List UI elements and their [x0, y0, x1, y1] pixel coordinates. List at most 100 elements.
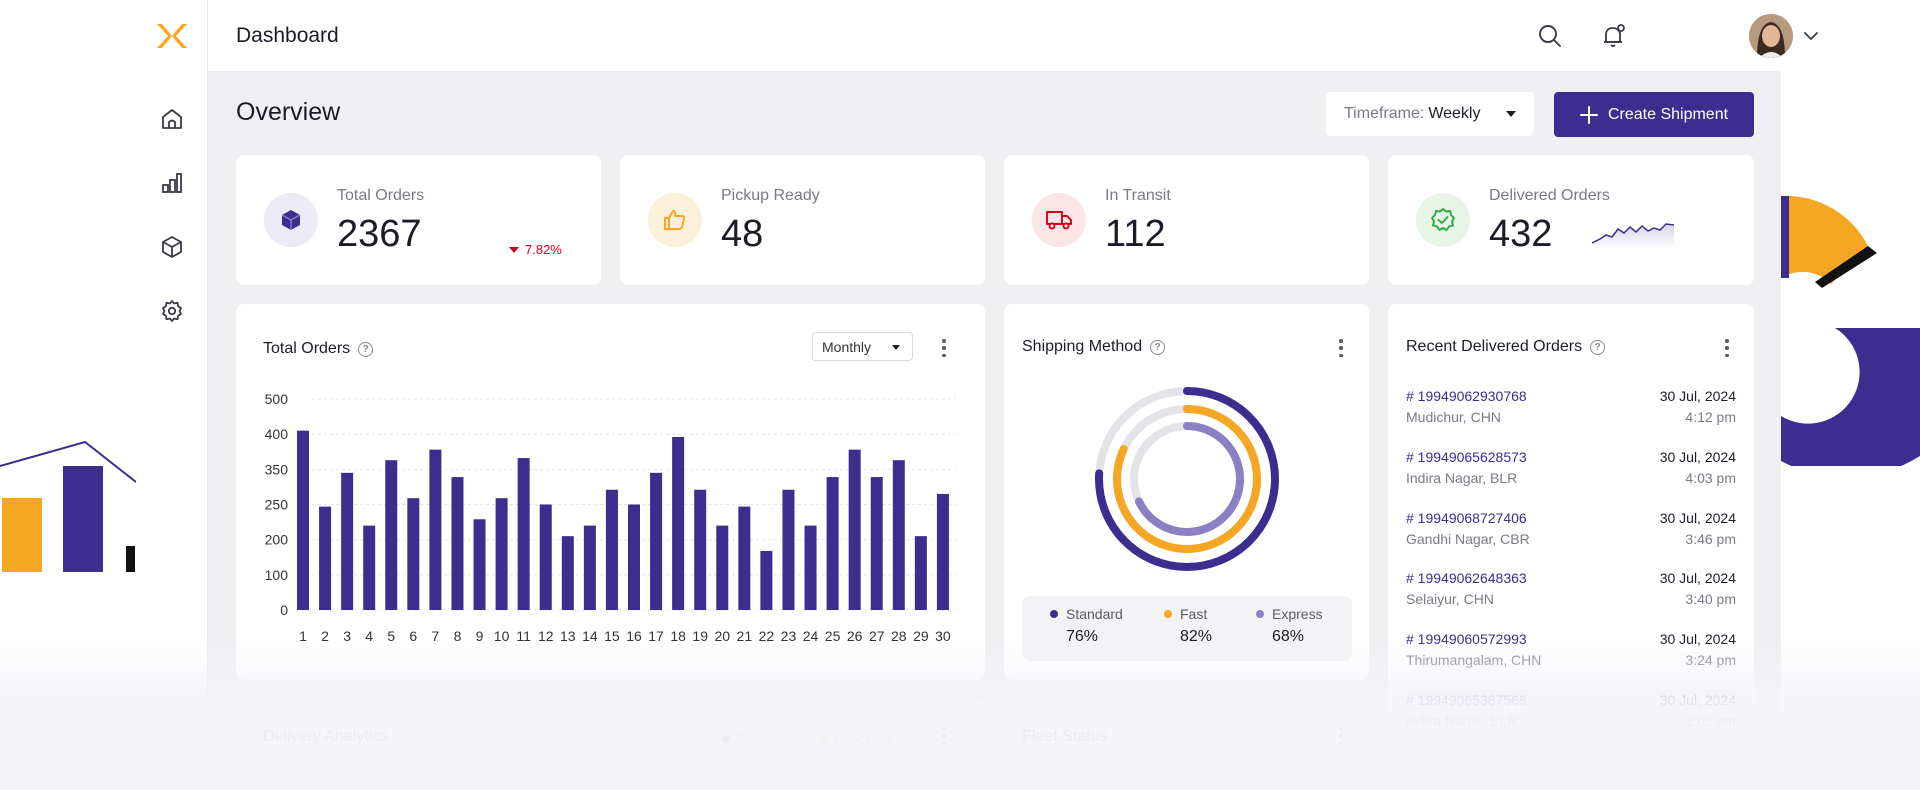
bar[interactable]: [782, 489, 795, 610]
stat-value: 2367: [337, 213, 422, 255]
search-button[interactable]: [1534, 20, 1566, 52]
bar[interactable]: [870, 477, 883, 610]
bar[interactable]: [385, 460, 398, 610]
legend-dot: [722, 734, 730, 743]
bar[interactable]: [936, 493, 949, 610]
card-title-text: Delivery Analytics: [263, 728, 389, 745]
bar[interactable]: [517, 458, 530, 610]
x-tick-label: 11: [516, 628, 531, 644]
help-icon[interactable]: ?: [358, 341, 374, 357]
brand-logo[interactable]: [156, 22, 188, 50]
create-shipment-button[interactable]: Create Shipment: [1554, 92, 1754, 137]
shipping-method-card: Shipping Method ? Standard 76% Fast 82% …: [1004, 304, 1369, 680]
y-tick-label: 100: [265, 567, 289, 583]
ring-arc-fast[interactable]: [1113, 405, 1261, 553]
bar[interactable]: [495, 498, 508, 610]
list-item[interactable]: # 19949065628573 Indira Nagar, BLR 30 Ju…: [1406, 449, 1736, 491]
bar[interactable]: [914, 536, 927, 610]
bar[interactable]: [804, 525, 817, 610]
help-icon[interactable]: ?: [1590, 339, 1606, 355]
bar[interactable]: [539, 504, 552, 611]
bar-chart-icon: [162, 173, 182, 193]
bar[interactable]: [297, 430, 309, 610]
help-icon[interactable]: ?: [1115, 729, 1131, 745]
bar[interactable]: [319, 506, 332, 610]
sidebar-item-shipments[interactable]: [158, 233, 186, 261]
profile-menu-toggle[interactable]: [1799, 20, 1823, 52]
more-options-button[interactable]: [939, 724, 949, 748]
bar[interactable]: [407, 498, 420, 610]
list-item[interactable]: # 19949062930768 Mudichur, CHN 30 Jul, 2…: [1406, 388, 1736, 430]
bar[interactable]: [341, 472, 354, 610]
bar[interactable]: [672, 436, 685, 610]
x-tick-label: 7: [432, 628, 440, 644]
order-id-link[interactable]: # 19949068727406: [1406, 510, 1527, 526]
bar[interactable]: [451, 477, 464, 610]
plus-icon: [1579, 105, 1598, 124]
more-options-button[interactable]: [1336, 336, 1346, 360]
x-tick-label: 10: [494, 628, 510, 644]
timeframe-select[interactable]: Timeframe: Weekly: [1326, 92, 1534, 136]
more-options-button[interactable]: [1336, 724, 1346, 748]
bar[interactable]: [848, 449, 861, 610]
avatar[interactable]: [1749, 14, 1793, 58]
bar[interactable]: [826, 477, 839, 610]
order-id-link[interactable]: # 19949065387568: [1406, 692, 1527, 708]
bar[interactable]: [429, 449, 442, 610]
stat-label: Total Orders: [337, 187, 425, 204]
x-tick-label: 3: [343, 628, 351, 644]
ring-arc-standard[interactable]: [1095, 387, 1279, 571]
legend-item-delayed: Delayed: [722, 731, 784, 746]
sidebar-item-analytics[interactable]: [158, 169, 186, 197]
order-id-link[interactable]: # 19949062648363: [1406, 570, 1527, 586]
list-item[interactable]: # 19949062648363 Selaiyur, CHN 30 Jul, 2…: [1406, 570, 1736, 612]
bar[interactable]: [628, 504, 640, 611]
stat-label: Pickup Ready: [721, 187, 820, 204]
cube-icon: [281, 210, 301, 230]
sparkline: [1592, 223, 1674, 249]
bar[interactable]: [738, 506, 751, 610]
order-date: 30 Jul, 2024: [1659, 631, 1736, 647]
list-item[interactable]: # 19949060572993 Thirumangalam, CHN 30 J…: [1406, 631, 1736, 673]
order-id-link[interactable]: # 19949060572993: [1406, 631, 1527, 647]
check-badge-icon: [1431, 208, 1455, 231]
list-item[interactable]: # 19949068727406 Gandhi Nagar, CBR 30 Ju…: [1406, 510, 1736, 552]
x-tick-label: 21: [737, 628, 753, 644]
page-title: Dashboard: [236, 24, 339, 47]
list-item[interactable]: # 19949065387568 Indira Nagar, BLR 30 Ju…: [1406, 692, 1736, 734]
notifications-button[interactable]: [1598, 20, 1630, 52]
x-tick-label: 28: [891, 628, 907, 644]
decorative-pie-graphic: [1781, 196, 1920, 466]
ring-arc-express[interactable]: [1130, 422, 1244, 536]
x-tick-label: 6: [409, 628, 417, 644]
legend-item-cancelled: Cancelled: [820, 731, 892, 746]
bar[interactable]: [605, 489, 618, 610]
decorative-house-graphic: [0, 440, 137, 572]
app-window: Dashboard Overview Timeframe: Weekly Cre…: [136, 0, 1818, 790]
bar[interactable]: [583, 525, 596, 610]
bar[interactable]: [760, 550, 773, 610]
bar[interactable]: [694, 489, 707, 610]
bar[interactable]: [363, 525, 376, 610]
help-icon[interactable]: ?: [396, 729, 412, 745]
more-options-button[interactable]: [939, 336, 949, 360]
stat-value: 432: [1489, 213, 1553, 255]
period-select[interactable]: Monthly: [812, 332, 913, 361]
x-tick-label: 13: [560, 628, 576, 644]
bar[interactable]: [561, 536, 574, 610]
x-tick-label: 23: [781, 628, 797, 644]
truck-icon: [1046, 211, 1072, 230]
sidebar-item-home[interactable]: [158, 105, 186, 133]
order-date: 30 Jul, 2024: [1659, 692, 1736, 708]
bar[interactable]: [716, 525, 729, 610]
bar[interactable]: [892, 460, 905, 610]
order-id-link[interactable]: # 19949062930768: [1406, 388, 1527, 404]
help-icon[interactable]: ?: [1150, 339, 1166, 355]
order-id-link[interactable]: # 19949065628573: [1406, 449, 1527, 465]
more-options-button[interactable]: [1722, 336, 1732, 360]
sidebar-item-settings[interactable]: [158, 297, 186, 325]
bar[interactable]: [473, 519, 486, 610]
card-title: Total Orders ?: [263, 340, 374, 358]
bar[interactable]: [650, 472, 663, 610]
recent-delivered-card: Recent Delivered Orders ? # 199490629307…: [1388, 304, 1754, 744]
